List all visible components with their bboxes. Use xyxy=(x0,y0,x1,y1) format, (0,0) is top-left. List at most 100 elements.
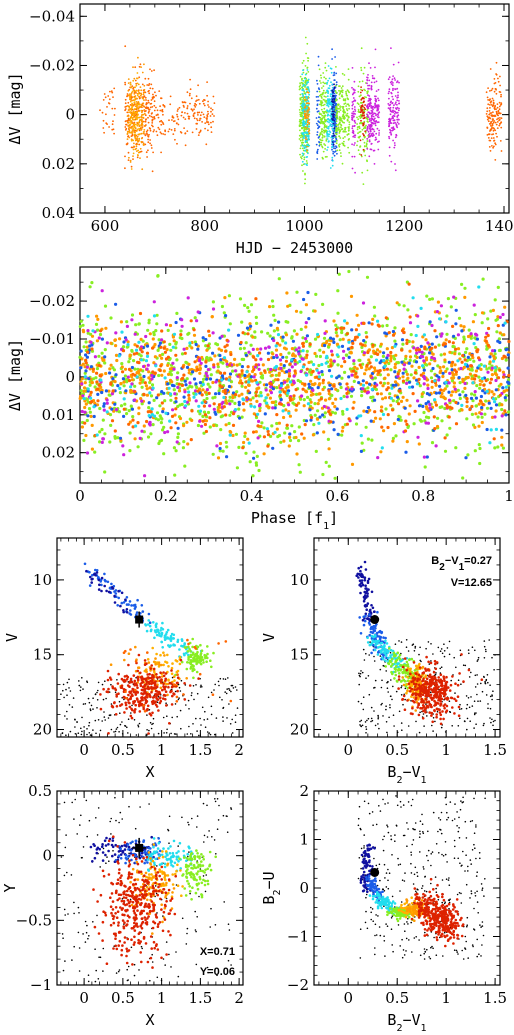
phase-point xyxy=(151,423,155,427)
lightcurve-point xyxy=(184,132,187,135)
lightcurve-point xyxy=(305,127,308,129)
lightcurve-point xyxy=(112,128,115,131)
lightcurve-point xyxy=(493,82,496,85)
lightcurve-point xyxy=(334,56,336,58)
phase-point xyxy=(243,373,247,378)
lightcurve-point xyxy=(136,128,139,131)
lightcurve-point xyxy=(133,89,135,91)
lightcurve-point xyxy=(395,107,397,110)
lightcurve-point xyxy=(300,102,302,105)
lightcurve-point xyxy=(396,99,399,102)
phase-point xyxy=(242,357,246,362)
lightcurve-point xyxy=(335,114,338,116)
lightcurve-point xyxy=(299,105,302,108)
lightcurve-point xyxy=(497,77,499,80)
phase-point xyxy=(332,340,336,344)
lightcurve-point xyxy=(127,94,130,97)
lightcurve-point xyxy=(333,127,336,129)
lightcurve-point xyxy=(394,169,397,172)
lightcurve-point xyxy=(366,76,368,79)
lightcurve-point xyxy=(301,144,304,147)
phase-point xyxy=(353,365,357,369)
phase-point xyxy=(122,384,126,388)
lightcurve-point xyxy=(367,130,370,133)
phase-point xyxy=(321,302,325,306)
lightcurve-point xyxy=(302,59,305,62)
lightcurve-point xyxy=(301,132,304,135)
phase-point xyxy=(357,381,361,385)
lightcurve-point xyxy=(141,120,144,123)
phase-point xyxy=(254,430,258,434)
phase-point xyxy=(295,332,299,336)
lightcurve-point xyxy=(323,76,326,79)
phase-point xyxy=(162,369,166,373)
lightcurve-point xyxy=(136,154,139,156)
phase-point xyxy=(163,399,167,403)
phase-point xyxy=(294,309,299,313)
lightcurve-point xyxy=(352,130,355,133)
lightcurve-point xyxy=(377,88,380,91)
phase-point xyxy=(139,354,143,358)
phase-point xyxy=(323,343,327,348)
phase-point xyxy=(453,363,457,367)
lightcurve-point xyxy=(335,136,338,139)
phase-point xyxy=(443,358,447,362)
phase-point xyxy=(314,354,319,358)
lightcurve-point xyxy=(307,119,310,121)
phase-point xyxy=(307,385,312,389)
lightcurve-point xyxy=(180,114,183,117)
lightcurve-point xyxy=(304,86,306,88)
lightcurve-point xyxy=(145,99,147,101)
lightcurve-point xyxy=(333,99,336,101)
phase-point xyxy=(342,394,346,398)
phase-point xyxy=(421,404,425,408)
lightcurve-point xyxy=(392,98,394,101)
lightcurve-point xyxy=(360,69,363,72)
phase-point xyxy=(389,403,393,407)
phase-point xyxy=(166,382,170,386)
phase-point xyxy=(133,398,137,402)
lightcurve-point xyxy=(303,110,306,112)
phase-point xyxy=(265,383,269,387)
lightcurve-point xyxy=(137,123,140,126)
phase-point xyxy=(224,314,228,318)
phase-point xyxy=(185,346,189,350)
lightcurve-point xyxy=(374,139,377,141)
lightcurve-point xyxy=(374,122,377,125)
lightcurve-point xyxy=(351,118,353,121)
lightcurve-point xyxy=(124,102,127,105)
lightcurve-point xyxy=(308,129,311,132)
lightcurve-point xyxy=(189,88,192,91)
phase-point xyxy=(452,295,456,299)
lightcurve-point xyxy=(326,95,329,98)
phase-point xyxy=(113,402,117,406)
lightcurve-point xyxy=(368,127,371,130)
lightcurve-point xyxy=(163,106,166,108)
phase-point xyxy=(456,347,461,351)
phase-point xyxy=(236,333,241,337)
lightcurve-point xyxy=(174,138,176,141)
lightcurve-point xyxy=(321,133,324,136)
lightcurve-point xyxy=(329,131,332,134)
phase-point xyxy=(231,369,235,373)
phase-point xyxy=(454,322,458,326)
lightcurve-point xyxy=(205,117,208,120)
lightcurve-point xyxy=(323,82,326,85)
lightcurve-point xyxy=(102,119,105,122)
lightcurve-xtick-label: 1400 xyxy=(485,217,514,235)
lightcurve-point xyxy=(132,152,135,155)
lightcurve-point xyxy=(161,108,164,111)
phase-point xyxy=(493,415,497,419)
lightcurve-point xyxy=(144,96,147,99)
lightcurve-point xyxy=(149,68,151,71)
lightcurve-point xyxy=(303,131,306,134)
lightcurve-point xyxy=(182,104,185,107)
lightcurve-point xyxy=(203,99,206,102)
lightcurve-point xyxy=(366,138,369,140)
lightcurve-point xyxy=(302,137,305,139)
phase-point xyxy=(169,398,173,402)
phase-point xyxy=(169,373,173,377)
phase-point xyxy=(210,315,214,319)
lightcurve-point xyxy=(334,150,337,153)
lightcurve-point xyxy=(298,109,301,111)
